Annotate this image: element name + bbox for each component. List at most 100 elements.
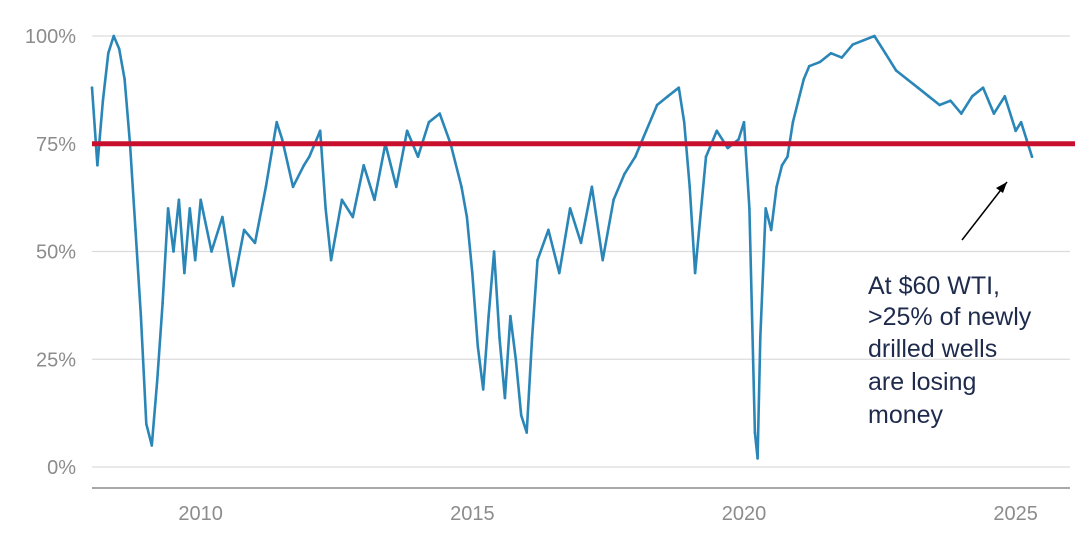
data-point [318, 129, 322, 133]
y-axis: 0% 25% 50% 75% 100% [25, 26, 76, 479]
data-point [188, 207, 192, 210]
data-point [199, 198, 202, 202]
data-point [438, 112, 442, 115]
data-point [530, 336, 534, 340]
data-point [981, 86, 985, 90]
data-point [221, 215, 224, 219]
x-tick-label: 2010 [178, 503, 223, 525]
data-point [123, 77, 126, 81]
data-point [481, 388, 485, 391]
data-point [1030, 155, 1034, 158]
data-point [851, 43, 854, 46]
data-point [373, 198, 376, 202]
data-point [756, 457, 759, 460]
data-point [949, 99, 952, 102]
y-tick-label: 0% [47, 457, 76, 479]
data-point [117, 47, 121, 51]
data-point [590, 185, 594, 189]
data-point [1019, 120, 1023, 124]
data-point [568, 207, 572, 210]
data-point [905, 77, 909, 81]
data-point [509, 314, 512, 318]
data-point [145, 422, 148, 426]
data-point [1003, 95, 1007, 98]
annotation-line-5: money [868, 401, 944, 429]
data-point [693, 271, 697, 275]
data-point [492, 250, 496, 253]
data-point [471, 271, 474, 275]
data-point [210, 250, 213, 253]
data-point [503, 396, 507, 400]
data-point [394, 185, 398, 189]
data-point [134, 228, 137, 232]
data-point [253, 241, 257, 245]
data-point [873, 34, 876, 38]
data-point [791, 120, 795, 124]
data-point [139, 314, 143, 318]
data-point [183, 271, 186, 275]
data-point [704, 155, 708, 158]
data-point [748, 207, 751, 210]
data-point [927, 95, 931, 98]
data-point [536, 258, 539, 262]
data-point [476, 345, 480, 348]
data-point [666, 95, 670, 98]
data-point [612, 198, 615, 202]
data-point [753, 431, 757, 434]
data-point [280, 138, 284, 141]
data-point [726, 146, 729, 150]
annotation-line-4: are losing [868, 368, 976, 396]
data-point [90, 86, 94, 90]
data-point [514, 357, 518, 361]
data-point [601, 258, 605, 262]
data-point [487, 314, 490, 318]
data-point [405, 129, 409, 133]
data-point [291, 185, 295, 189]
annotation-line-3: drilled wells [868, 335, 997, 363]
data-point [166, 207, 170, 210]
x-tick-label: 2015 [450, 503, 495, 525]
data-point [275, 120, 279, 124]
data-point [829, 51, 833, 55]
data-point [177, 198, 181, 202]
data-point [351, 215, 355, 219]
data-point [644, 129, 648, 133]
data-point [112, 34, 116, 38]
data-point [894, 69, 898, 72]
data-point [775, 185, 778, 189]
data-point [992, 112, 996, 115]
data-point [970, 95, 974, 98]
data-point [688, 185, 691, 189]
data-point [193, 258, 197, 262]
data-point [161, 301, 164, 305]
data-point [498, 336, 501, 340]
data-point [362, 164, 365, 167]
data-point [715, 129, 719, 133]
y-tick-label: 50% [36, 242, 76, 264]
data-point [519, 413, 523, 417]
data-point [1014, 129, 1017, 133]
data-point [764, 207, 768, 210]
annotation-line-1: At $60 WTI, [868, 272, 1000, 300]
data-point [329, 258, 333, 262]
data-point [460, 185, 463, 189]
y-tick-label: 75% [36, 134, 76, 156]
data-point [862, 39, 865, 42]
data-point [242, 228, 246, 232]
data-point [172, 250, 175, 253]
data-point [802, 77, 806, 81]
annotation: At $60 WTI, >25% of newly drilled wells … [868, 181, 1032, 429]
data-point [557, 271, 561, 275]
y-tick-label: 100% [25, 26, 76, 48]
data-point [916, 86, 920, 90]
data-point [797, 99, 800, 102]
data-point [465, 215, 469, 219]
data-point [96, 164, 99, 167]
data-point [780, 164, 784, 167]
data-point [938, 103, 941, 107]
data-point [634, 155, 637, 158]
data-point [324, 207, 327, 210]
data-point [416, 155, 420, 158]
data-point [807, 64, 811, 68]
